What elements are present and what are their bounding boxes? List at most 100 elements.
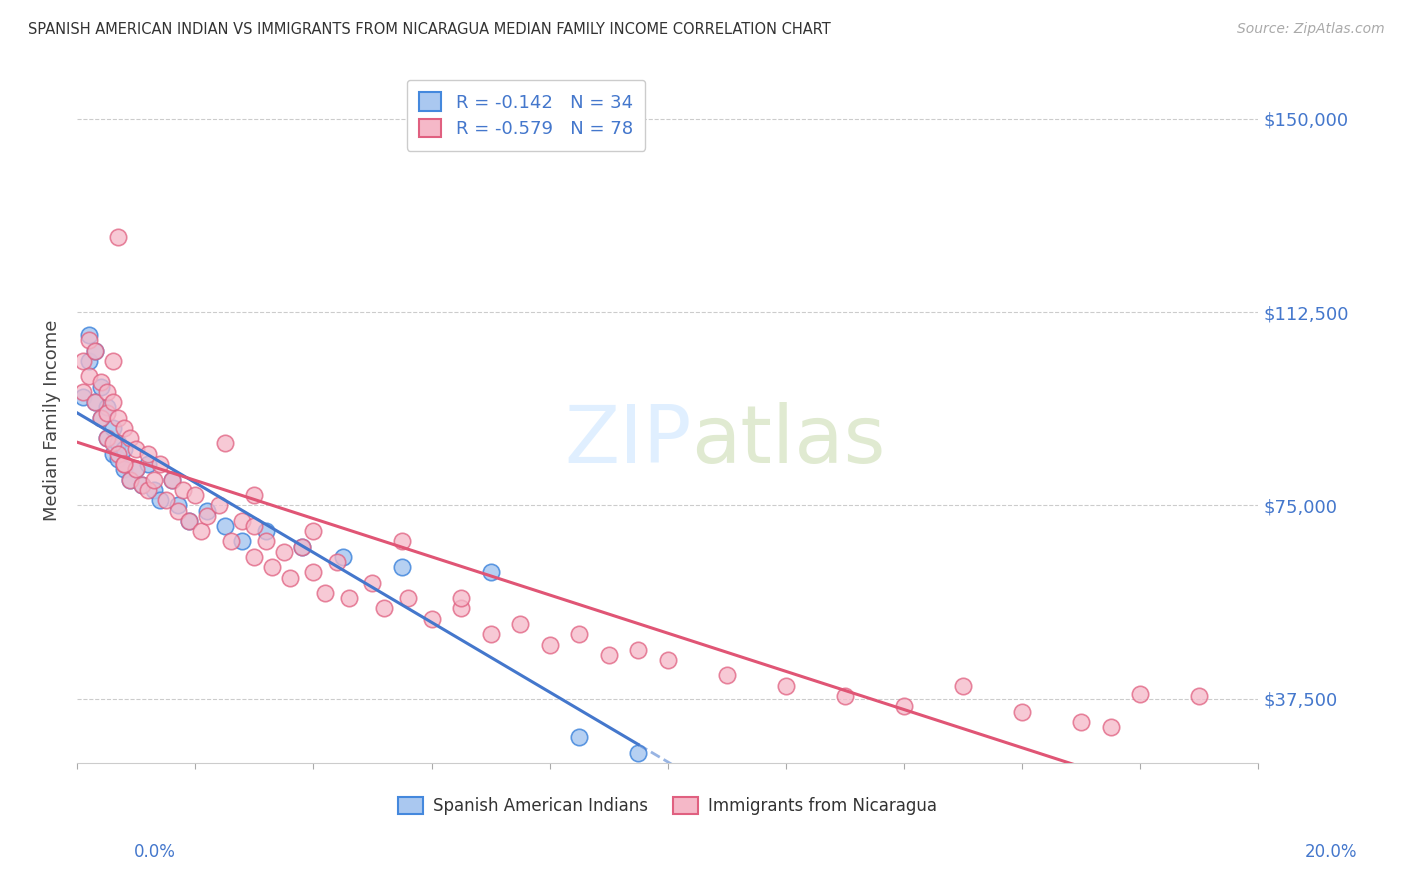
Point bbox=[90, 375, 112, 389]
Point bbox=[1099, 720, 1122, 734]
Point bbox=[107, 452, 129, 467]
Point bbox=[77, 334, 100, 348]
Point bbox=[273, 545, 295, 559]
Point bbox=[450, 591, 472, 606]
Point bbox=[142, 483, 165, 497]
Point bbox=[72, 354, 94, 368]
Point bbox=[125, 442, 148, 456]
Text: 20.0%: 20.0% bbox=[1305, 843, 1357, 861]
Point bbox=[1070, 714, 1092, 729]
Point bbox=[131, 477, 153, 491]
Point bbox=[290, 540, 312, 554]
Point bbox=[120, 473, 142, 487]
Point bbox=[179, 514, 201, 528]
Point bbox=[72, 384, 94, 399]
Point bbox=[243, 549, 266, 564]
Point bbox=[1188, 689, 1211, 703]
Point bbox=[509, 616, 531, 631]
Point bbox=[231, 534, 253, 549]
Point bbox=[112, 442, 135, 456]
Point bbox=[96, 384, 118, 399]
Point bbox=[83, 343, 105, 358]
Point bbox=[627, 642, 650, 657]
Point bbox=[101, 447, 124, 461]
Point bbox=[952, 679, 974, 693]
Point bbox=[142, 473, 165, 487]
Point bbox=[214, 436, 236, 450]
Point bbox=[396, 591, 419, 606]
Point bbox=[120, 473, 142, 487]
Point bbox=[107, 410, 129, 425]
Text: atlas: atlas bbox=[692, 402, 886, 480]
Point bbox=[214, 519, 236, 533]
Point bbox=[96, 431, 118, 445]
Point bbox=[125, 462, 148, 476]
Point bbox=[278, 570, 301, 584]
Point bbox=[101, 436, 124, 450]
Point bbox=[391, 560, 413, 574]
Point bbox=[450, 601, 472, 615]
Point bbox=[96, 406, 118, 420]
Point bbox=[112, 457, 135, 471]
Text: SPANISH AMERICAN INDIAN VS IMMIGRANTS FROM NICARAGUA MEDIAN FAMILY INCOME CORREL: SPANISH AMERICAN INDIAN VS IMMIGRANTS FR… bbox=[28, 22, 831, 37]
Point bbox=[243, 519, 266, 533]
Point bbox=[101, 354, 124, 368]
Point bbox=[179, 514, 201, 528]
Point bbox=[195, 508, 218, 523]
Point bbox=[716, 668, 738, 682]
Point bbox=[208, 499, 231, 513]
Point bbox=[1129, 686, 1152, 700]
Point bbox=[219, 534, 242, 549]
Point bbox=[77, 369, 100, 384]
Point bbox=[125, 462, 148, 476]
Point bbox=[302, 566, 325, 580]
Point bbox=[107, 447, 129, 461]
Point bbox=[260, 560, 283, 574]
Point bbox=[155, 493, 177, 508]
Point bbox=[101, 421, 124, 435]
Point bbox=[598, 648, 620, 662]
Point bbox=[72, 390, 94, 404]
Point bbox=[627, 746, 650, 760]
Point bbox=[149, 457, 172, 471]
Point bbox=[184, 488, 207, 502]
Legend: Spanish American Indians, Immigrants from Nicaragua: Spanish American Indians, Immigrants fro… bbox=[389, 789, 946, 823]
Point bbox=[568, 731, 591, 745]
Point bbox=[538, 638, 561, 652]
Point bbox=[160, 473, 183, 487]
Point bbox=[149, 493, 172, 508]
Point bbox=[775, 679, 797, 693]
Point bbox=[254, 534, 277, 549]
Point bbox=[90, 410, 112, 425]
Point bbox=[112, 421, 135, 435]
Point bbox=[166, 503, 188, 517]
Point bbox=[96, 401, 118, 415]
Point bbox=[893, 699, 915, 714]
Point bbox=[479, 566, 502, 580]
Point bbox=[568, 627, 591, 641]
Point bbox=[254, 524, 277, 538]
Point bbox=[136, 447, 159, 461]
Point bbox=[120, 431, 142, 445]
Point bbox=[112, 457, 135, 471]
Point bbox=[77, 328, 100, 343]
Point bbox=[314, 586, 336, 600]
Point bbox=[231, 514, 253, 528]
Point bbox=[1011, 705, 1033, 719]
Point bbox=[166, 499, 188, 513]
Point bbox=[90, 410, 112, 425]
Point bbox=[107, 230, 129, 244]
Text: Source: ZipAtlas.com: Source: ZipAtlas.com bbox=[1237, 22, 1385, 37]
Point bbox=[290, 540, 312, 554]
Point bbox=[361, 575, 384, 590]
Point bbox=[373, 601, 395, 615]
Point bbox=[83, 343, 105, 358]
Point bbox=[243, 488, 266, 502]
Point bbox=[190, 524, 212, 538]
Point bbox=[326, 555, 349, 569]
Point bbox=[101, 395, 124, 409]
Point bbox=[90, 380, 112, 394]
Point bbox=[657, 653, 679, 667]
Point bbox=[195, 503, 218, 517]
Point bbox=[302, 524, 325, 538]
